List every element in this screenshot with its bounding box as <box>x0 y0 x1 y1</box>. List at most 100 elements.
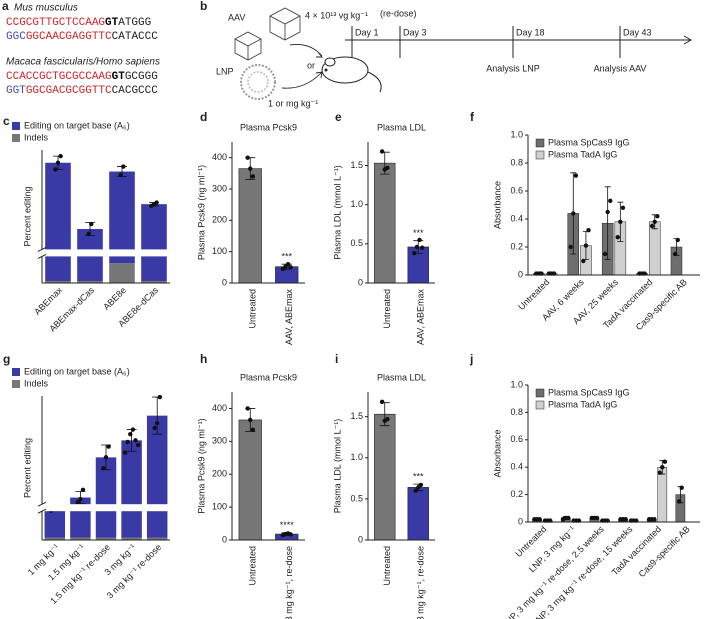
bar <box>238 419 262 541</box>
data-point <box>568 244 573 250</box>
data-point <box>155 421 160 426</box>
arrow <box>289 44 323 58</box>
data-point <box>101 465 106 471</box>
data-point <box>385 416 390 422</box>
lnp-label: LNP <box>216 66 234 76</box>
data-point <box>103 455 109 460</box>
x-tick-label: Cas9-specific AB <box>637 524 692 579</box>
day-label: Day 43 <box>623 27 652 37</box>
seq-part: CCGCGTTGCTCCAAG <box>6 17 105 29</box>
bar <box>238 168 262 284</box>
data-point <box>583 243 589 248</box>
data-point <box>248 166 253 171</box>
data-point <box>419 245 425 250</box>
aav-dose: 4 × 10¹³ vg kg⁻¹ <box>305 10 368 20</box>
y-tick-label: 400 <box>212 403 227 413</box>
sequence: GGTGGCGACGCGGTTCCACGCCC <box>6 85 158 97</box>
seq-part: GCGGG <box>125 71 158 83</box>
x-tick-label: ABE8e <box>101 285 128 312</box>
redose-label: (re-dose) <box>380 8 417 18</box>
y-axis-label: Percent editing <box>22 186 32 246</box>
data-point <box>75 499 81 505</box>
x-tick-label: LNP 3 mg kg⁻¹, re-dose <box>416 546 426 619</box>
legend-swatch <box>535 138 545 148</box>
mouse <box>321 56 382 93</box>
bar-segment <box>121 537 142 540</box>
bar-segment <box>95 457 117 538</box>
arrow <box>281 71 323 89</box>
data-point <box>581 258 586 264</box>
data-point <box>118 172 123 178</box>
data-point <box>652 219 657 224</box>
data-point <box>53 167 58 172</box>
data-point <box>615 235 620 240</box>
seq-part: GGT <box>6 85 26 97</box>
legend-label: Indels <box>24 132 49 142</box>
chart-title: Plasma LDL <box>377 372 426 382</box>
axis-break <box>38 504 172 512</box>
data-point <box>80 487 86 493</box>
y-axis-label: Absorbance <box>492 429 502 477</box>
bar <box>374 162 396 284</box>
panel-label: b <box>200 0 207 13</box>
bar-segment <box>45 281 71 283</box>
legend-label: Plasma SpCas9 IgG <box>548 387 630 397</box>
lnp-icon <box>247 71 269 93</box>
data-point <box>55 160 61 165</box>
legend-label: Editing on target base (A₆) <box>24 120 130 130</box>
legend-label: Plasma TadA IgG <box>548 399 617 409</box>
y-tick-label: 1.0 <box>510 129 523 139</box>
data-point <box>566 515 571 521</box>
data-point <box>605 209 610 215</box>
bar-segment <box>146 537 168 540</box>
species: Mus musculus <box>14 3 78 14</box>
x-tick-label: TadA vaccinated <box>610 524 663 577</box>
or-label: or <box>307 60 315 70</box>
y-tick-label: 0 <box>518 269 523 279</box>
day-label: Day 3 <box>403 27 427 37</box>
panel-label: f <box>470 110 475 124</box>
lnp-icon <box>240 64 276 100</box>
sequence: CCACCGCTGCGCCAAGGTGCGGG <box>6 71 158 83</box>
data-point <box>122 450 128 455</box>
data-point <box>86 231 91 237</box>
y-tick-label: 0 <box>358 277 363 287</box>
y-tick-label: 300 <box>212 183 227 193</box>
data-point <box>620 205 626 210</box>
data-point <box>594 515 600 521</box>
data-point <box>413 488 418 493</box>
data-point <box>285 262 291 267</box>
x-tick-label: LNP 3 mg kg⁻¹, re-dose <box>284 546 294 619</box>
data-point <box>245 155 250 160</box>
sequence: CCGCGTTGCTCCAAGGTATGGG <box>6 17 151 29</box>
bar-segment <box>45 162 71 282</box>
y-tick-label: 0.6 <box>510 434 523 444</box>
data-point <box>245 406 250 411</box>
aav-icons <box>234 7 301 61</box>
timeline-ticks <box>351 26 621 58</box>
data-point <box>58 153 63 159</box>
y-tick-label: 0 <box>518 516 523 526</box>
y-tick-label: 0 <box>222 277 227 287</box>
data-point <box>379 149 385 154</box>
bar-segment <box>141 281 167 283</box>
panel-label: h <box>200 352 207 366</box>
y-tick-label: 0 <box>358 534 363 544</box>
y-tick-label: 0.5 <box>350 493 363 503</box>
data-point <box>571 211 576 216</box>
data-point <box>618 219 623 224</box>
data-point <box>385 165 390 171</box>
y-tick-label: 1.0 <box>510 379 523 389</box>
bar-segment <box>109 263 135 283</box>
bar-segment <box>141 204 167 282</box>
data-point <box>288 532 293 537</box>
data-point <box>135 442 141 448</box>
day-label: Day 1 <box>355 27 379 37</box>
y-axis-label: Plasma LDL (mmol L⁻¹) <box>332 165 342 259</box>
data-point <box>586 228 591 233</box>
day-label: Day 18 <box>516 27 545 37</box>
data-point <box>537 517 542 522</box>
x-tick-label: Untreated <box>248 546 258 586</box>
chart-title: Plasma Pcsk9 <box>240 122 297 132</box>
